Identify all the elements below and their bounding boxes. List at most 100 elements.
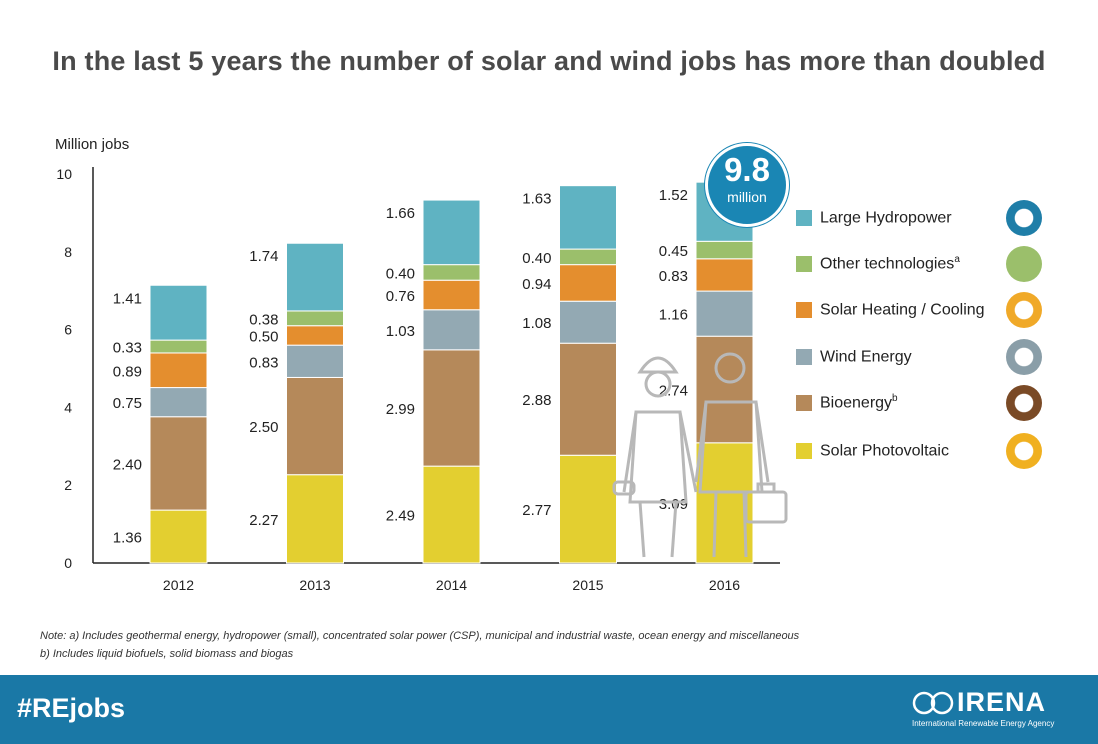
y-tick-label: 6 (64, 322, 72, 338)
bar-segment-wind-energy (559, 300, 617, 344)
bar-segment-solar-photovoltaic (422, 465, 481, 564)
data-label: 0.38 (249, 311, 278, 328)
bar-segment-large-hydropower (559, 185, 617, 250)
bar-segment-other-technologies (286, 310, 344, 327)
legend-label: Bioenergy (820, 394, 893, 412)
bar-segment-solar-photovoltaic (286, 474, 344, 564)
y-tick-label: 8 (64, 244, 72, 260)
bar-segment-bioenergy (149, 416, 208, 511)
legend-item-other-technologies: Other technologiesa (796, 246, 1066, 286)
bar-segment-solar-heating-cooling (286, 325, 344, 346)
y-tick-label: 10 (56, 166, 72, 182)
legend-label: Solar Photovoltaic (820, 442, 949, 460)
bar-segment-solar-photovoltaic (149, 509, 208, 564)
data-label: 1.36 (113, 530, 142, 547)
bar-segment-solar-heating-cooling (559, 264, 617, 302)
bar-segment-large-hydropower (422, 199, 481, 266)
y-tick-label: 2 (64, 477, 72, 493)
data-label: 2.49 (386, 508, 415, 525)
bar-segment-large-hydropower (286, 242, 344, 312)
data-label: 0.45 (659, 243, 688, 260)
legend-swatch (796, 210, 812, 226)
data-label: 0.50 (249, 328, 278, 345)
legend-swatch (796, 395, 812, 411)
bar-segment-bioenergy (286, 376, 344, 476)
bar-segment-other-technologies (149, 339, 208, 354)
data-label: 2.88 (522, 392, 551, 409)
bar-segment-wind-energy (695, 290, 754, 337)
legend-label: Solar Heating / Cooling (820, 301, 985, 319)
data-label: 2.77 (522, 502, 551, 519)
legend-label: Other technologies (820, 255, 955, 273)
legend-swatch (796, 302, 812, 318)
data-label: 1.52 (659, 187, 688, 204)
data-label: 0.75 (113, 395, 142, 412)
bar-segment-solar-heating-cooling (695, 258, 754, 292)
data-label: 2.99 (386, 401, 415, 418)
bar-segment-wind-energy (422, 309, 481, 351)
legend-swatch (796, 443, 812, 459)
total-jobs-unit: million (727, 189, 767, 205)
legend-item-wind-energy: Wind Energy (796, 339, 1066, 379)
workers-illustration (612, 352, 788, 558)
data-label: 0.33 (113, 340, 142, 357)
data-label: 0.94 (522, 276, 551, 293)
total-jobs-value: 9.8 (724, 151, 770, 188)
y-axis-label: Million jobs (55, 136, 130, 153)
legend-label: Wind Energy (820, 348, 912, 366)
bar-segment-wind-energy (286, 344, 344, 378)
legend-swatch (796, 349, 812, 365)
data-label: 1.74 (249, 248, 278, 265)
bar-segment-solar-heating-cooling (149, 352, 208, 389)
bar-segment-other-technologies (559, 248, 617, 266)
legend-sup: a (954, 254, 960, 265)
x-tick-label: 2015 (572, 577, 603, 593)
footnotes: Note: a) Includes geothermal energy, hyd… (40, 627, 799, 663)
leaf-icon (1006, 385, 1042, 421)
data-label: 1.63 (522, 191, 551, 208)
data-label: 0.83 (249, 354, 278, 371)
bar-segment-solar-heating-cooling (422, 279, 481, 311)
x-tick-label: 2012 (163, 577, 194, 593)
legend-item-solar-heating-cooling: Solar Heating / Cooling (796, 292, 1066, 332)
data-label: 2.27 (249, 512, 278, 529)
data-label: 0.40 (522, 250, 551, 267)
footer-bar: #REjobs IRENA International Renewable En… (0, 675, 1098, 744)
data-label: 2.50 (249, 419, 278, 436)
bar-segment-other-technologies (695, 240, 754, 260)
hashtag[interactable]: #REjobs (17, 693, 126, 723)
data-label: 1.16 (659, 307, 688, 324)
total-jobs-badge: 9.8 million (705, 143, 789, 227)
wind-icon (1006, 339, 1042, 375)
globe-logo-icon (912, 691, 954, 715)
legend-item-bioenergy: Bioenergyb (796, 385, 1066, 425)
x-tick-label: 2016 (709, 577, 740, 593)
chart-title: In the last 5 years the number of solar … (52, 46, 1046, 76)
legend-item-large-hydropower: Large Hydropower (796, 200, 1066, 240)
data-label: 1.03 (386, 323, 415, 340)
logo-subtitle: International Renewable Energy Agency (912, 719, 1055, 728)
sun-icon (1006, 433, 1042, 469)
bar-segment-bioenergy (559, 342, 617, 456)
data-label: 1.41 (113, 290, 142, 307)
data-label: 0.76 (386, 288, 415, 305)
stacked-bar-chart: 0 2 4 6 8 10 1.36 2.40 0.75 0.89 0.33 1.41 2012 2.27 2… (56, 166, 780, 593)
bar-segment-large-hydropower (149, 284, 208, 341)
legend-sup: b (892, 393, 898, 404)
footnote-a: Note: a) Includes geothermal energy, hyd… (40, 630, 800, 642)
sun-icon (1006, 292, 1042, 328)
footnote-b: b) Includes liquid biofuels, solid bioma… (40, 648, 294, 660)
bar-segment-other-technologies (422, 264, 481, 281)
data-label: 0.89 (113, 363, 142, 380)
legend-swatch (796, 256, 812, 272)
data-label: 2.40 (113, 456, 142, 473)
green-circle-icon (1006, 246, 1042, 282)
bar-segment-bioenergy (422, 349, 481, 467)
y-tick-label: 0 (64, 555, 72, 571)
x-tick-label: 2013 (299, 577, 330, 593)
data-label: 1.08 (522, 315, 551, 332)
data-label: 3.09 (659, 496, 688, 513)
data-label: 2.74 (659, 383, 688, 400)
x-tick-label: 2014 (436, 577, 467, 593)
data-label: 0.40 (386, 265, 415, 282)
